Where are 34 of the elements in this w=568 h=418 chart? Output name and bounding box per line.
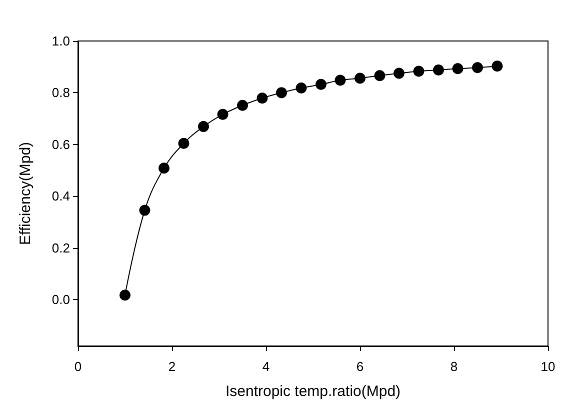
point xyxy=(139,204,150,216)
point xyxy=(276,87,288,98)
point xyxy=(296,82,307,94)
y-tick-label: 0.4 xyxy=(52,188,70,204)
y-tick-label: 0.8 xyxy=(52,85,70,100)
x-tick-label: 0 xyxy=(74,359,82,374)
x-tick-label: 4 xyxy=(262,359,270,374)
point xyxy=(413,66,424,77)
point xyxy=(354,72,366,84)
point xyxy=(374,70,386,82)
point xyxy=(433,64,444,76)
point xyxy=(472,62,483,74)
point xyxy=(178,138,190,149)
x-tick-label: 2 xyxy=(168,359,176,374)
y-tick-label: 0.2 xyxy=(52,240,70,256)
point xyxy=(452,63,464,74)
x-tick-label: 8 xyxy=(450,359,458,374)
y-axis-title: Efficiency(Mpd) xyxy=(17,142,34,246)
point xyxy=(158,162,170,174)
x-axis-title: Isentropic temp.ratio(Mpd) xyxy=(225,383,401,400)
point xyxy=(198,121,209,132)
point xyxy=(492,60,503,72)
point xyxy=(217,108,228,120)
point xyxy=(334,74,346,86)
point xyxy=(120,290,130,301)
point xyxy=(316,78,326,90)
y-tick-label: 0.0 xyxy=(52,292,70,307)
point xyxy=(394,68,405,79)
point xyxy=(237,100,248,111)
x-tick-label: 6 xyxy=(356,359,364,374)
y-tick-label: 1.0 xyxy=(52,34,70,48)
y-tick-label: 0.6 xyxy=(52,136,70,152)
x-tick-label: 10 xyxy=(540,359,556,374)
point xyxy=(256,92,268,104)
